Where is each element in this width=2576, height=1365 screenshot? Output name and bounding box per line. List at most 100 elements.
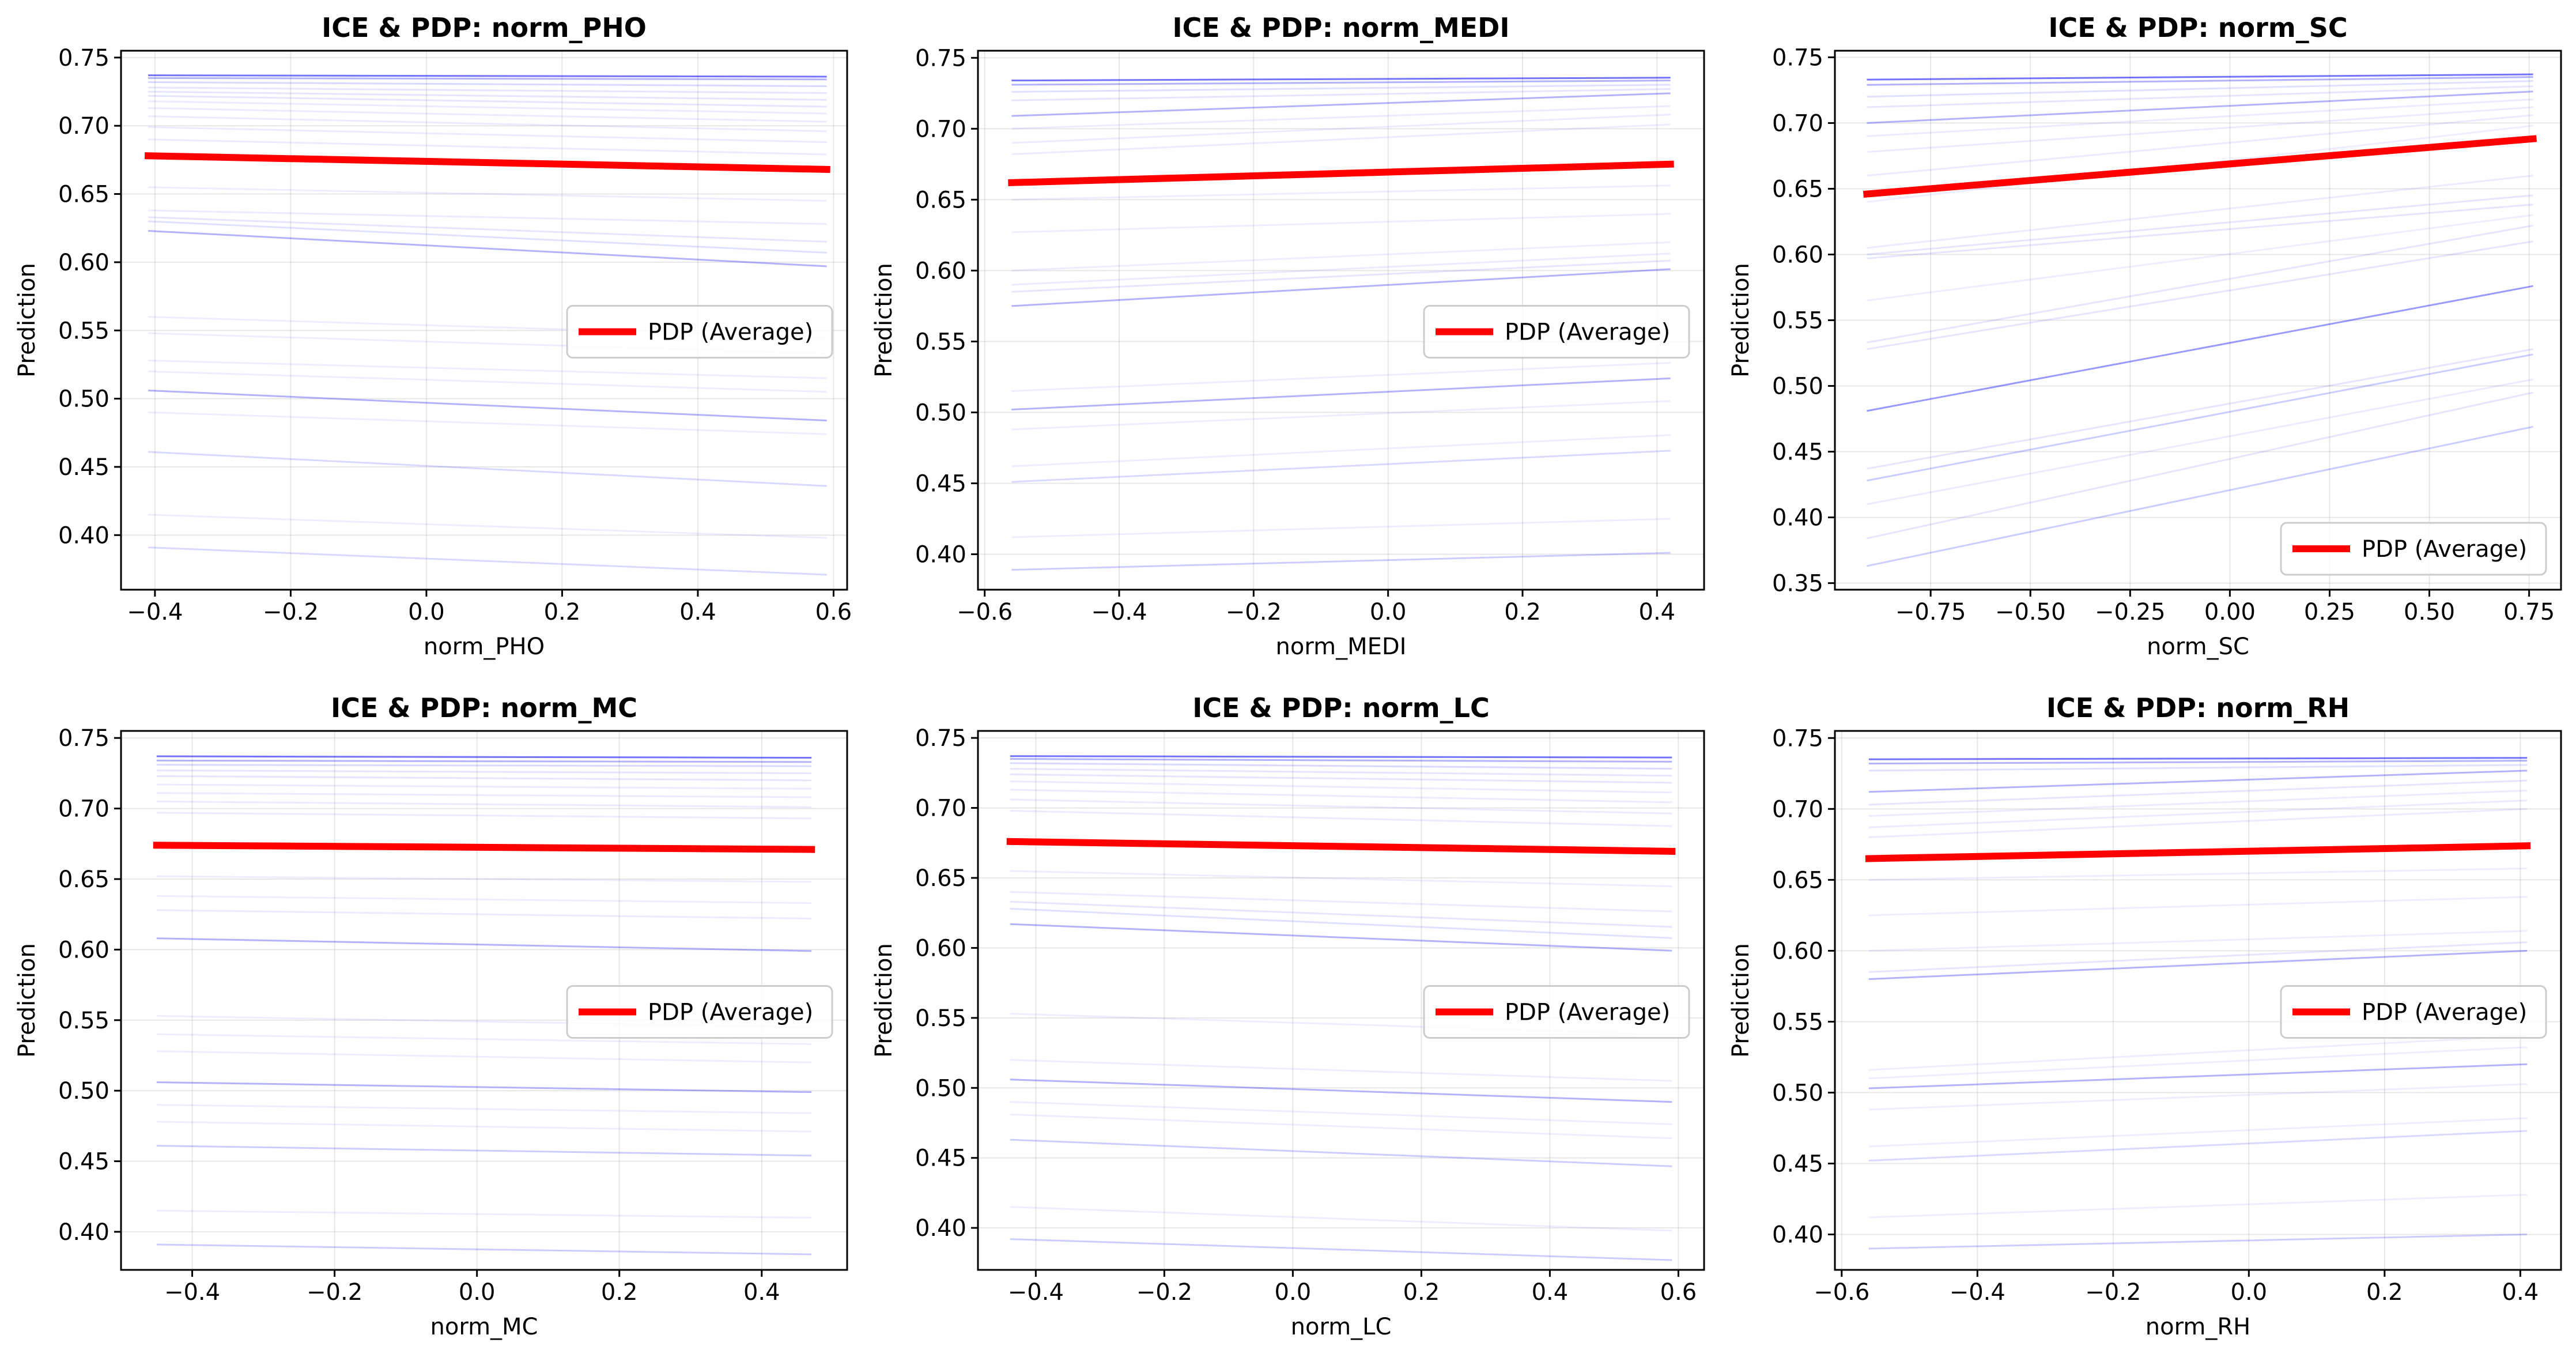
y-tick-label: 0.60 [58, 250, 109, 276]
pdp-line [144, 152, 830, 174]
x-tick-label: −0.75 [1895, 599, 1966, 625]
ice-line [1868, 930, 2528, 952]
ice-line [1011, 268, 1671, 307]
y-tick-label: 0.45 [1772, 1151, 1823, 1177]
y-tick-label: 0.50 [1772, 374, 1823, 400]
ice-line [148, 126, 827, 144]
x-tick-label: −0.6 [1814, 1279, 1869, 1306]
ice-line [156, 1033, 812, 1045]
y-tick-label: 0.55 [915, 329, 966, 355]
ice-line [1011, 518, 1671, 538]
ice-line [148, 411, 827, 435]
legend: PDP (Average) [2280, 985, 2547, 1039]
ice-line [1867, 76, 2533, 86]
ice-line [1011, 361, 1671, 393]
x-tick-label: 0.25 [2304, 599, 2355, 625]
y-tick-label: 0.75 [1772, 725, 1823, 752]
x-tick-label: −0.2 [1136, 1279, 1192, 1306]
ice-line [1011, 241, 1671, 272]
legend-label: PDP (Average) [1505, 319, 1670, 346]
ice-line [1868, 1083, 2528, 1111]
ice-line [148, 451, 827, 487]
ice-line [1867, 73, 2533, 81]
x-tick-label: −0.4 [1091, 599, 1147, 625]
pdp-line [1008, 160, 1674, 186]
y-axis-label: Prediction [14, 943, 40, 1058]
ice-line [1867, 98, 2533, 137]
legend: PDP (Average) [566, 305, 833, 359]
ice-line [1011, 400, 1671, 431]
y-tick-label: 0.35 [1772, 571, 1823, 597]
ice-line [1868, 770, 2528, 793]
ice-line [156, 909, 812, 920]
ice-line [156, 1081, 812, 1093]
ice-line [156, 937, 812, 952]
legend: PDP (Average) [1423, 985, 1690, 1039]
x-tick-label: 0.2 [601, 1279, 638, 1306]
x-tick-label: 0.4 [2502, 1279, 2539, 1306]
subplot-5: −0.4 −0.2 0.0 0.2 0.4 0.6 0.40 0.45 0.50 0.55 0.60… [871, 692, 1705, 1340]
ice-line [1010, 755, 1672, 759]
ice-line [1011, 184, 1671, 201]
x-tick-label: 0.4 [1639, 599, 1676, 625]
y-tick-label: 0.55 [58, 318, 109, 344]
x-tick-label: 0.6 [815, 599, 852, 625]
ice-line [1010, 789, 1672, 804]
y-tick-label: 0.65 [1772, 176, 1823, 202]
ice-line [1868, 1194, 2528, 1219]
ice-line [1868, 896, 2528, 917]
ice-line [1011, 252, 1671, 286]
ice-line [1010, 870, 1672, 888]
ice-line [148, 220, 827, 254]
y-tick-label: 0.45 [915, 1145, 966, 1172]
ice-line [1867, 353, 2533, 482]
ice-line [1868, 1233, 2528, 1250]
y-tick-label: 0.55 [1772, 308, 1823, 334]
ice-line [1011, 259, 1671, 293]
ice-line [148, 74, 827, 78]
ice-line [148, 186, 827, 202]
x-tick-label: 0.00 [2204, 599, 2256, 625]
ice-line [1868, 764, 2528, 772]
ice-line [1011, 213, 1671, 233]
ice-line [1868, 800, 2528, 828]
y-tick-label: 0.50 [58, 386, 109, 413]
legend-box [2280, 985, 2547, 1039]
ice-line [1867, 348, 2533, 470]
ice-line [148, 546, 827, 576]
y-tick-label: 0.60 [915, 258, 966, 284]
y-tick-label: 0.45 [58, 454, 109, 481]
pdp-line [1865, 842, 2531, 862]
y-axis-label: Prediction [871, 943, 897, 1058]
legend: PDP (Average) [1423, 305, 1690, 359]
chart-title: ICE & PDP: norm_LC [1192, 692, 1490, 723]
ice-line [1010, 1059, 1672, 1082]
ice-line [156, 755, 812, 759]
ice-line [1010, 891, 1672, 912]
ice-line [1011, 114, 1671, 144]
subplot-1: −0.4 −0.2 0.0 0.2 0.4 0.6 0.40 0.45 0.50 0.55 0.60… [14, 12, 852, 660]
ice-line [156, 875, 812, 883]
ice-line [1010, 762, 1672, 770]
ice-line [156, 770, 812, 774]
y-tick-label: 0.40 [58, 1219, 109, 1246]
x-tick-label: 0.0 [1370, 599, 1407, 625]
legend: PDP (Average) [566, 985, 833, 1039]
ice-line [156, 792, 812, 798]
ice-line [1010, 1206, 1672, 1232]
ice-line [1010, 809, 1672, 827]
ice-line [1867, 391, 2533, 540]
y-tick-label: 0.75 [1772, 44, 1823, 71]
ice-line [148, 359, 827, 379]
ice-line [148, 389, 827, 421]
ice-line [1867, 224, 2533, 344]
y-tick-label: 0.45 [1772, 439, 1823, 466]
ice-line [1011, 84, 1671, 93]
y-tick-label: 0.65 [1772, 867, 1823, 893]
axes-frame [120, 730, 848, 1271]
ice-line [148, 209, 827, 225]
x-tick-label: −0.25 [2095, 599, 2166, 625]
chart-title: ICE & PDP: norm_PHO [322, 12, 647, 43]
